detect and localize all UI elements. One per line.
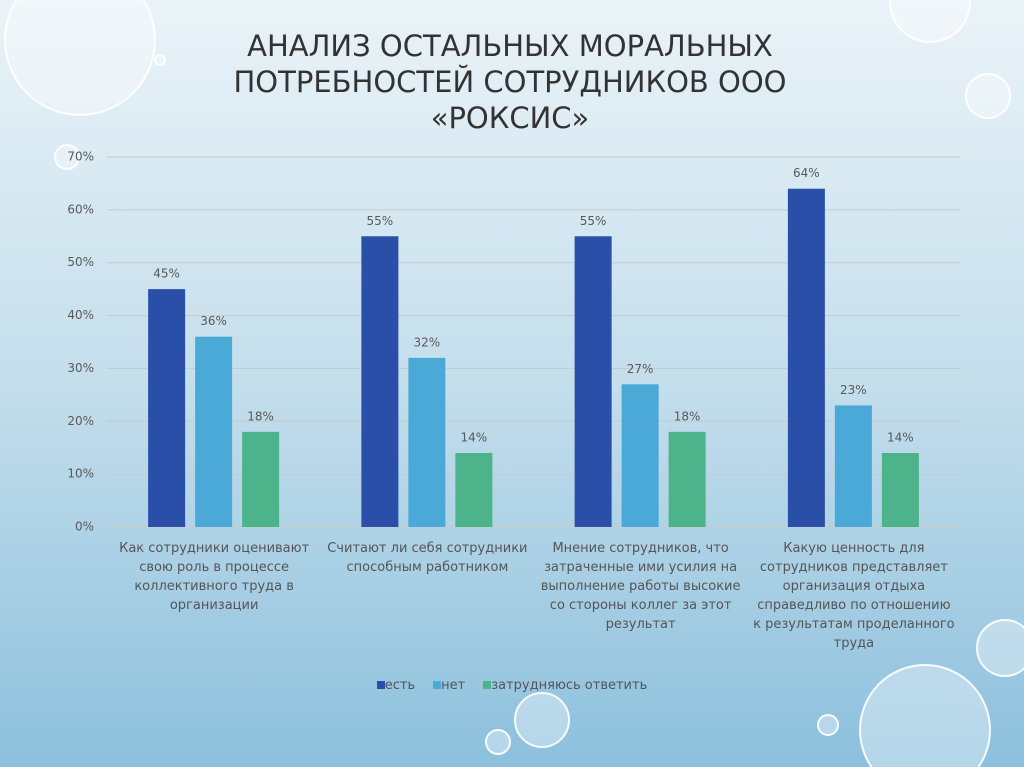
y-tick-label: 40% (67, 308, 94, 322)
data-label: 23% (840, 383, 867, 397)
bar (574, 236, 612, 528)
bar (881, 453, 919, 527)
bar (148, 289, 186, 527)
bar (834, 405, 872, 527)
bar (787, 188, 825, 527)
bar (242, 431, 280, 527)
y-tick-label: 20% (67, 414, 94, 428)
legend: есть нет затрудняюсь ответить (0, 678, 1024, 693)
data-label: 45% (153, 267, 180, 281)
bar (361, 236, 399, 528)
data-label: 14% (461, 431, 488, 445)
y-tick-label: 10% (67, 467, 94, 481)
data-label: 55% (580, 214, 607, 228)
y-tick-label: 30% (67, 361, 94, 375)
legend-item: затрудняюсь ответить (483, 678, 647, 693)
y-tick-label: 50% (67, 255, 94, 269)
legend-swatch (433, 681, 442, 689)
legend-label: затрудняюсь ответить (491, 678, 648, 693)
x-tick-label: Как сотрудники оценивают свою роль в про… (119, 541, 310, 613)
data-label: 18% (247, 409, 274, 423)
legend-item: нет (433, 678, 465, 693)
legend-label: есть (384, 678, 416, 693)
legend-label: нет (441, 678, 466, 693)
bar (408, 357, 446, 527)
legend-item: есть (376, 678, 416, 693)
x-tick-label: Какую ценность для сотрудников представл… (753, 541, 955, 651)
data-label: 18% (674, 409, 701, 423)
data-label: 32% (414, 335, 441, 349)
y-tick-label: 70% (67, 150, 94, 164)
legend-swatch (376, 681, 385, 689)
data-label: 14% (887, 431, 914, 445)
data-label: 27% (627, 362, 654, 376)
legend-swatch (483, 681, 492, 689)
plot-area: 0% 10% 20% 30% 40% 50% 60% 70% 45% 36% 18% 55% 32% 14… (67, 150, 960, 534)
bar (668, 431, 706, 527)
bar (621, 384, 659, 527)
x-tick-label: Мнение сотрудников, что затраченные ими … (540, 541, 741, 632)
data-label: 55% (367, 214, 394, 228)
chart-title: АНАЛИЗ ОСТАЛЬНЫХ МОРАЛЬНЫХ ПОТРЕБНОСТЕЙ … (233, 29, 787, 135)
data-label: 64% (793, 166, 820, 180)
y-tick-label: 0% (75, 520, 94, 534)
bar (195, 336, 233, 527)
x-tick-label: Считают ли себя сотрудники способным раб… (327, 541, 528, 575)
bar (455, 453, 493, 527)
y-tick-label: 60% (67, 202, 94, 216)
data-label: 36% (200, 314, 227, 328)
decor (4, 0, 1024, 767)
